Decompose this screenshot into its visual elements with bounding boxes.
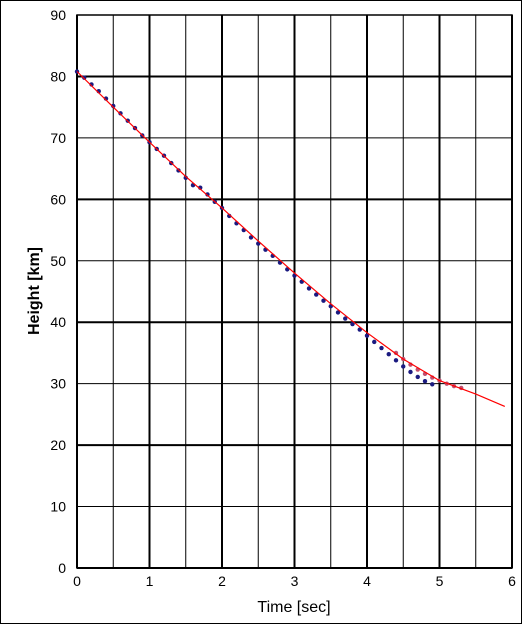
y-tick-label: 80 [50,68,66,84]
x-tick-label: 4 [363,573,371,589]
fit-curve [76,71,506,407]
y-tick-label: 20 [50,437,66,453]
data-point [379,345,384,351]
data-point [422,379,428,384]
y-tick-label: 30 [50,376,66,392]
data-point [314,292,319,297]
y-tick-label: 0 [58,560,66,576]
data-point [321,298,326,303]
y-tick-label: 90 [50,7,66,23]
data-point [111,103,116,109]
data-point [430,382,435,387]
x-axis-title: Time [sec] [257,599,330,616]
data-point [343,316,348,321]
x-tick-label: 0 [73,573,81,589]
data-point [408,369,413,375]
y-tick-label: 60 [50,191,66,207]
x-tick-label: 6 [508,573,516,589]
x-tick-label: 3 [291,573,299,589]
data-point [205,192,210,197]
data-point [335,310,341,315]
data-point [82,75,87,80]
y-tick-label: 40 [50,314,66,330]
plot-data [74,69,506,407]
data-point [401,364,406,369]
data-point [393,358,399,363]
data-point [415,374,420,380]
y-tick-label: 50 [50,253,66,269]
data-point [372,339,377,345]
data-point [89,82,94,87]
plot-border [76,14,513,569]
x-tick-label: 1 [146,573,154,589]
y-tick-label: 10 [50,499,66,515]
y-tick-label: 70 [50,130,66,146]
x-tick-label: 5 [436,573,444,589]
data-point [386,351,391,357]
y-axis-title: Height [km] [26,247,43,335]
data-point [364,333,370,338]
data-point [248,235,254,240]
x-tick-label: 2 [218,573,226,589]
grid [76,14,513,569]
data-point [350,321,355,327]
data-point [306,286,312,291]
